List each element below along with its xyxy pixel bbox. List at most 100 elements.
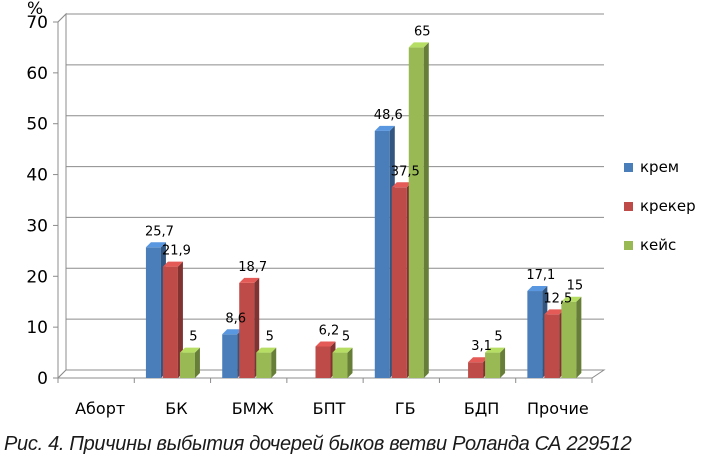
data-label: 18,7: [238, 260, 267, 275]
bar: [162, 261, 183, 378]
y-axis-label: %: [27, 0, 43, 19]
bar-top: [485, 347, 506, 353]
x-axis-ticks: Аборт БК БМЖ БПТ ГБ БДП Прочие: [75, 399, 589, 418]
bar-side: [177, 261, 183, 378]
x-tick-label: ГБ: [395, 399, 416, 418]
bar-front: [527, 291, 543, 378]
bar-front: [239, 282, 255, 378]
gridline: [57, 267, 604, 277]
y-tick-label: 30: [26, 216, 48, 236]
legend-item: кейс: [624, 236, 676, 254]
data-label: 21,9: [162, 244, 191, 259]
bar-front: [179, 352, 195, 378]
bar-top: [256, 347, 277, 353]
x-tick-label: БПТ: [313, 399, 346, 418]
legend-swatch: [624, 202, 633, 211]
legend: крем крекер кейс: [624, 158, 696, 254]
data-label: 15: [567, 279, 584, 294]
bar-side: [271, 347, 277, 378]
data-label: 37,5: [391, 164, 420, 179]
x-tick-label: Аборт: [75, 399, 125, 418]
bar-side: [576, 296, 582, 378]
data-label: 48,6: [374, 108, 403, 123]
gridline: [57, 64, 604, 74]
gridline: [57, 13, 604, 23]
bar: [332, 347, 353, 378]
bar-top: [222, 329, 243, 335]
chart-bars: [145, 42, 582, 379]
legend-swatch: [624, 163, 633, 172]
bar: [256, 347, 277, 378]
legend-item: крекер: [624, 197, 696, 215]
bar: [561, 296, 582, 378]
bar-top: [239, 277, 260, 283]
bar: [179, 347, 200, 378]
bar-front: [391, 187, 407, 378]
x-tick-label: БДП: [464, 399, 500, 418]
legend-label: кейс: [640, 236, 676, 254]
bar-front: [468, 362, 484, 378]
gridline: [57, 166, 604, 175]
bar-front: [256, 352, 272, 378]
data-label: 5: [266, 330, 274, 345]
y-tick-label: 0: [37, 369, 48, 389]
bar-top: [544, 309, 565, 315]
bar-front: [374, 130, 390, 378]
data-label: 65: [414, 24, 431, 39]
gridline: [57, 216, 604, 226]
bar-front: [145, 247, 161, 378]
bar: [485, 347, 506, 378]
y-axis-ticks: 0 10 20 30 40 50 60 70: [26, 13, 48, 389]
bar-side: [347, 347, 353, 378]
y-tick-label: 60: [26, 64, 48, 84]
bar-top: [315, 341, 336, 347]
data-label: 6,2: [319, 323, 340, 338]
bar-front: [544, 314, 560, 378]
data-label: 3,1: [471, 339, 492, 354]
bar-side: [194, 347, 200, 378]
bar-top: [179, 347, 200, 353]
bar-front: [561, 301, 577, 378]
data-labels: 25,721,958,618,75 6,2 548,637,5653,1517,11…: [145, 24, 583, 354]
gridline: [57, 115, 604, 125]
bar-side: [500, 347, 506, 378]
x-tick-label: БК: [165, 399, 188, 418]
bar-front: [408, 47, 424, 379]
bar-top: [561, 296, 582, 302]
bar-front: [332, 352, 348, 378]
data-label: 5: [342, 330, 350, 345]
bar-front: [485, 352, 501, 378]
bar: [408, 42, 429, 379]
legend-label: крем: [640, 158, 679, 176]
bar-top: [527, 286, 548, 292]
legend-item: крем: [624, 158, 679, 176]
bar-top: [408, 42, 429, 48]
x-tick-label: БМЖ: [232, 399, 274, 418]
legend-swatch: [624, 241, 633, 250]
y-tick-label: 10: [26, 318, 48, 338]
y-tick-label: 20: [26, 267, 48, 287]
side-wall: [57, 12, 67, 380]
data-label: 25,7: [145, 224, 174, 239]
bar-top: [332, 347, 353, 353]
y-tick-label: 70: [26, 13, 48, 33]
bar-top: [391, 182, 412, 188]
legend-label: крекер: [640, 197, 696, 215]
figure-caption: Рис. 4. Причины выбытия дочерей быков ве…: [4, 433, 632, 455]
bar-front: [222, 334, 238, 378]
bar-front: [315, 346, 331, 378]
bar-top: [468, 357, 489, 363]
data-label: 8,6: [225, 311, 246, 326]
bar-top: [374, 125, 395, 131]
bar-front: [162, 266, 178, 378]
bar-top: [162, 261, 183, 267]
y-tick-label: 40: [26, 166, 48, 186]
bar-side: [423, 42, 429, 379]
data-label: 5: [494, 330, 502, 345]
x-tick-label: Прочие: [527, 399, 589, 418]
data-label: 5: [189, 330, 197, 345]
y-tick-label: 50: [26, 115, 48, 135]
data-label: 17,1: [526, 268, 555, 283]
data-label: 12,5: [543, 291, 572, 306]
